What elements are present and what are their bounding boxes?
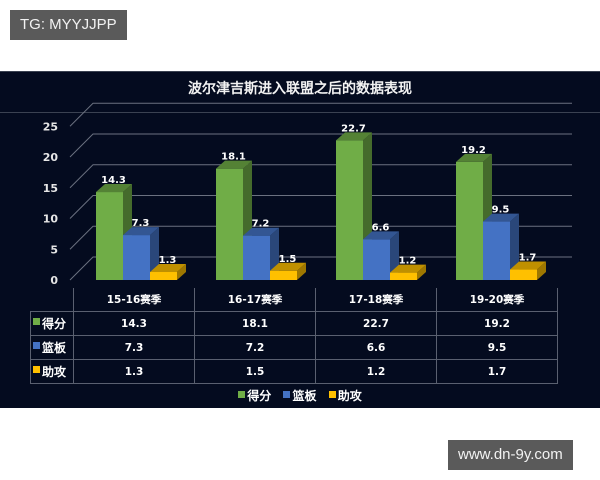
table-cell: 9.5: [436, 335, 558, 360]
legend-item-assists: 助攻: [328, 387, 362, 404]
svg-text:15: 15: [43, 182, 58, 195]
assists-swatch-icon: [328, 391, 336, 398]
svg-text:5: 5: [50, 243, 58, 256]
svg-text:1.5: 1.5: [279, 254, 297, 265]
plot-area: 0 5 10 15 20 25 14.3 7.3 1.3 18.1 7.2 1.5 22.7 6.6 1.2…: [43, 102, 572, 287]
table-row-assists: 助攻 1.3 1.5 1.2 1.7: [30, 359, 558, 384]
svg-text:20: 20: [43, 151, 59, 164]
table-header: 15-16赛季: [73, 288, 195, 312]
row-label: 篮板: [42, 341, 67, 355]
table-cell: 19.2: [436, 311, 558, 336]
table-cell: 6.6: [315, 335, 437, 360]
table-cell: 1.5: [194, 359, 316, 384]
watermark-bottom: www.dn-9y.com: [448, 440, 573, 470]
table-row-rebounds: 篮板 7.3 7.2 6.6 9.5: [30, 335, 558, 360]
table-header: 19-20赛季: [436, 288, 558, 312]
svg-text:6.6: 6.6: [372, 222, 390, 233]
table-row-points: 得分 14.3 18.1 22.7 19.2: [30, 311, 558, 336]
svg-text:9.5: 9.5: [492, 205, 510, 216]
table-cell: 7.3: [73, 335, 195, 360]
chart-legend: 得分 篮板 助攻: [0, 387, 600, 404]
table-header-row: 15-16赛季 16-17赛季 17-18赛季 19-20赛季: [30, 288, 558, 312]
title-divider: [0, 112, 600, 113]
points-swatch-icon: [238, 391, 246, 398]
svg-text:10: 10: [43, 213, 59, 226]
svg-text:25: 25: [43, 120, 58, 133]
svg-text:22.7: 22.7: [341, 123, 366, 134]
svg-text:19.2: 19.2: [461, 145, 486, 156]
data-table: 15-16赛季 16-17赛季 17-18赛季 19-20赛季 得分 14.3 …: [30, 288, 558, 384]
row-label: 助攻: [42, 365, 67, 379]
svg-text:1.2: 1.2: [399, 256, 417, 267]
rebounds-swatch-icon: [33, 342, 40, 349]
chart-panel: 波尔津吉斯进入联盟之后的数据表现 0 5 10 15 20 25 14.3 7.3 1.3 18.…: [0, 71, 600, 408]
table-cell: 14.3: [73, 311, 195, 336]
table-header: 16-17赛季: [194, 288, 316, 312]
table-cell: 1.2: [315, 359, 437, 384]
chart-title: 波尔津吉斯进入联盟之后的数据表现: [188, 81, 412, 97]
row-label: 得分: [42, 317, 67, 331]
svg-text:1.3: 1.3: [159, 255, 177, 266]
svg-text:14.3: 14.3: [101, 175, 126, 186]
table-cell: 1.7: [436, 359, 558, 384]
table-cell: 1.3: [73, 359, 195, 384]
table-cell: 7.2: [194, 335, 316, 360]
svg-text:18.1: 18.1: [221, 152, 246, 163]
svg-text:7.3: 7.3: [132, 218, 150, 229]
table-cell: 22.7: [315, 311, 437, 336]
rebounds-swatch-icon: [283, 391, 291, 398]
table-cell: 18.1: [194, 311, 316, 336]
svg-text:1.7: 1.7: [519, 253, 537, 264]
svg-text:0: 0: [50, 274, 58, 287]
legend-item-points: 得分: [238, 387, 271, 404]
legend-item-rebounds: 篮板: [283, 387, 317, 404]
points-swatch-icon: [33, 318, 40, 325]
assists-swatch-icon: [33, 366, 40, 373]
table-header: 17-18赛季: [315, 288, 437, 312]
watermark-top: TG: MYYJJPP: [10, 10, 127, 40]
svg-text:7.2: 7.2: [252, 219, 270, 230]
